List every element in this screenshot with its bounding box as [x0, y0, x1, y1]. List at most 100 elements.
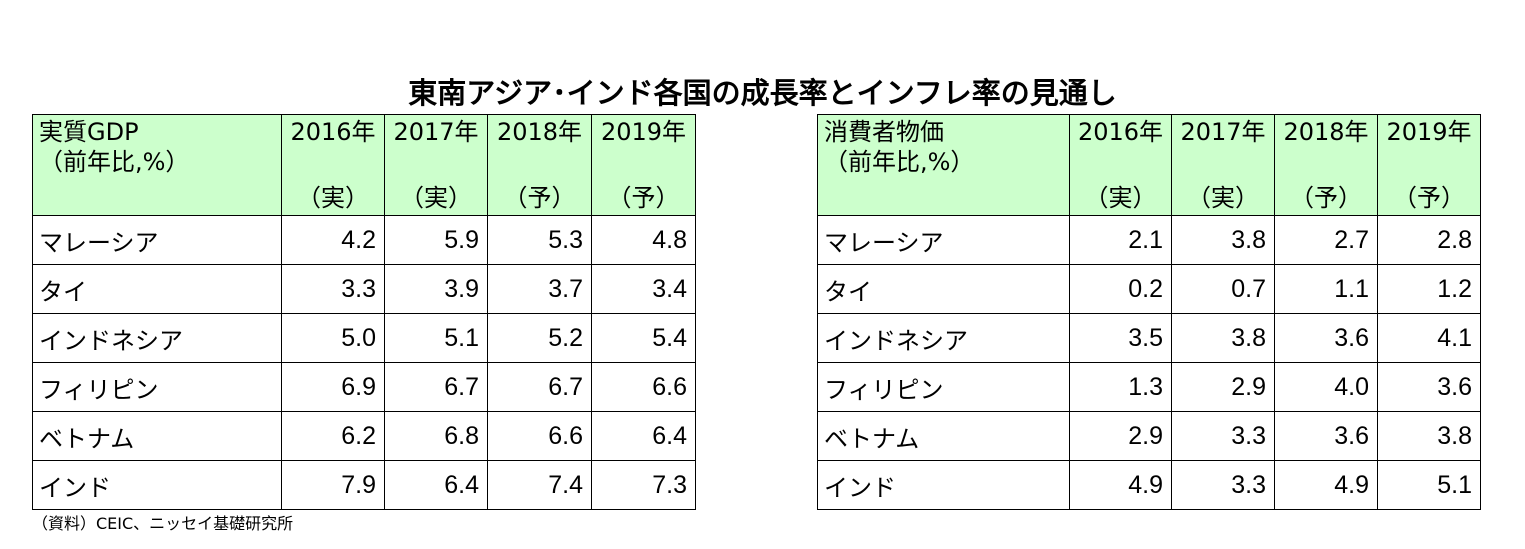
gdp-label-unit: （前年比,%） [39, 148, 190, 176]
gdp-table: 実質GDP （前年比,%） 2016年 （実） 2017年 （実） 2018年 （予）… [32, 114, 696, 510]
kind-label: （実） [1187, 184, 1259, 212]
value-cell: 2.9 [1171, 362, 1275, 412]
value-cell: 3.6 [1274, 313, 1378, 363]
value-cell: 3.6 [1274, 411, 1378, 461]
year-label: 2018年 [1283, 118, 1369, 146]
value-cell: 2.1 [1069, 215, 1172, 265]
value-cell: 5.3 [487, 215, 592, 265]
gdp-col-2016: 2016年 （実） [281, 114, 385, 216]
country-name: タイ [817, 264, 1070, 314]
cpi-label-cell: 消費者物価 （前年比,%） [817, 114, 1070, 216]
source-note: （資料）CEIC、ニッセイ基礎研究所 [32, 514, 294, 533]
value-cell: 2.8 [1377, 215, 1481, 265]
year-label: 2019年 [600, 118, 687, 146]
value-cell: 5.2 [487, 313, 592, 363]
value-cell: 1.2 [1377, 264, 1481, 314]
value-cell: 6.2 [281, 411, 385, 461]
gdp-col-2017: 2017年 （実） [384, 114, 488, 216]
value-cell: 3.7 [487, 264, 592, 314]
country-name: タイ [32, 264, 282, 314]
value-cell: 3.4 [591, 264, 696, 314]
kind-label: （実） [1084, 184, 1157, 212]
cpi-col-2019: 2019年 （予） [1377, 114, 1481, 216]
value-cell: 6.8 [384, 411, 488, 461]
value-cell: 3.3 [281, 264, 385, 314]
table-row: インドネシア 5.0 5.1 5.2 5.4 [32, 313, 696, 363]
kind-label: （実） [297, 184, 369, 212]
year-label: 2016年 [290, 118, 376, 146]
table-row: フィリピン 1.3 2.9 4.0 3.6 [817, 362, 1481, 412]
value-cell: 6.7 [487, 362, 592, 412]
country-name: インド [32, 460, 282, 510]
cpi-label-title: 消費者物価 [824, 118, 944, 146]
value-cell: 6.4 [591, 411, 696, 461]
gdp-label-title: 実質GDP [39, 118, 139, 146]
value-cell: 3.3 [1171, 460, 1275, 510]
cpi-table: 消費者物価 （前年比,%） 2016年 （実） 2017年 （実） 2018年 （予）… [817, 114, 1481, 510]
value-cell: 5.1 [1377, 460, 1481, 510]
country-name: フィリピン [32, 362, 282, 412]
value-cell: 6.4 [384, 460, 488, 510]
country-name: ベトナム [32, 411, 282, 461]
country-name: マレーシア [817, 215, 1070, 265]
kind-label: （予） [607, 184, 680, 212]
value-cell: 3.8 [1171, 313, 1275, 363]
value-cell: 2.7 [1274, 215, 1378, 265]
gdp-label-cell: 実質GDP （前年比,%） [32, 114, 282, 216]
table-row: タイ 3.3 3.9 3.7 3.4 [32, 264, 696, 314]
gdp-col-2019: 2019年 （予） [591, 114, 696, 216]
kind-label: （実） [400, 184, 472, 212]
table-row: ベトナム 6.2 6.8 6.6 6.4 [32, 411, 696, 461]
country-name: ベトナム [817, 411, 1070, 461]
country-name: インド [817, 460, 1070, 510]
value-cell: 4.9 [1274, 460, 1378, 510]
cpi-col-2017: 2017年 （実） [1171, 114, 1275, 216]
year-label: 2018年 [496, 118, 583, 146]
cpi-col-2016: 2016年 （実） [1069, 114, 1172, 216]
table-row: インドネシア 3.5 3.8 3.6 4.1 [817, 313, 1481, 363]
value-cell: 0.2 [1069, 264, 1172, 314]
value-cell: 3.9 [384, 264, 488, 314]
year-label: 2019年 [1386, 118, 1472, 146]
value-cell: 7.4 [487, 460, 592, 510]
table-row: インド 4.9 3.3 4.9 5.1 [817, 460, 1481, 510]
year-label: 2017年 [393, 118, 479, 146]
year-label: 2016年 [1077, 118, 1164, 146]
cpi-label-unit: （前年比,%） [824, 148, 975, 176]
value-cell: 7.9 [281, 460, 385, 510]
value-cell: 4.2 [281, 215, 385, 265]
cpi-header-row: 消費者物価 （前年比,%） 2016年 （実） 2017年 （実） 2018年 （予）… [817, 114, 1481, 216]
table-row: フィリピン 6.9 6.7 6.7 6.6 [32, 362, 696, 412]
country-name: インドネシア [817, 313, 1070, 363]
country-name: マレーシア [32, 215, 282, 265]
year-label: 2017年 [1180, 118, 1266, 146]
value-cell: 3.3 [1171, 411, 1275, 461]
gdp-header-row: 実質GDP （前年比,%） 2016年 （実） 2017年 （実） 2018年 （予）… [32, 114, 696, 216]
kind-label: （予） [1290, 184, 1362, 212]
value-cell: 6.6 [591, 362, 696, 412]
page-title: 東南アジア･インド各国の成長率とインフレ率の見通し [408, 76, 1117, 110]
value-cell: 5.4 [591, 313, 696, 363]
value-cell: 1.1 [1274, 264, 1378, 314]
country-name: インドネシア [32, 313, 282, 363]
value-cell: 3.5 [1069, 313, 1172, 363]
kind-label: （予） [1393, 184, 1465, 212]
value-cell: 5.1 [384, 313, 488, 363]
country-name: フィリピン [817, 362, 1070, 412]
value-cell: 7.3 [591, 460, 696, 510]
value-cell: 0.7 [1171, 264, 1275, 314]
value-cell: 3.8 [1377, 411, 1481, 461]
cpi-col-2018: 2018年 （予） [1274, 114, 1378, 216]
table-row: マレーシア 2.1 3.8 2.7 2.8 [817, 215, 1481, 265]
value-cell: 6.9 [281, 362, 385, 412]
value-cell: 5.9 [384, 215, 488, 265]
table-row: タイ 0.2 0.7 1.1 1.2 [817, 264, 1481, 314]
gdp-col-2018: 2018年 （予） [487, 114, 592, 216]
value-cell: 4.8 [591, 215, 696, 265]
table-row: ベトナム 2.9 3.3 3.6 3.8 [817, 411, 1481, 461]
kind-label: （予） [503, 184, 576, 212]
value-cell: 5.0 [281, 313, 385, 363]
table-row: マレーシア 4.2 5.9 5.3 4.8 [32, 215, 696, 265]
value-cell: 4.9 [1069, 460, 1172, 510]
value-cell: 3.6 [1377, 362, 1481, 412]
